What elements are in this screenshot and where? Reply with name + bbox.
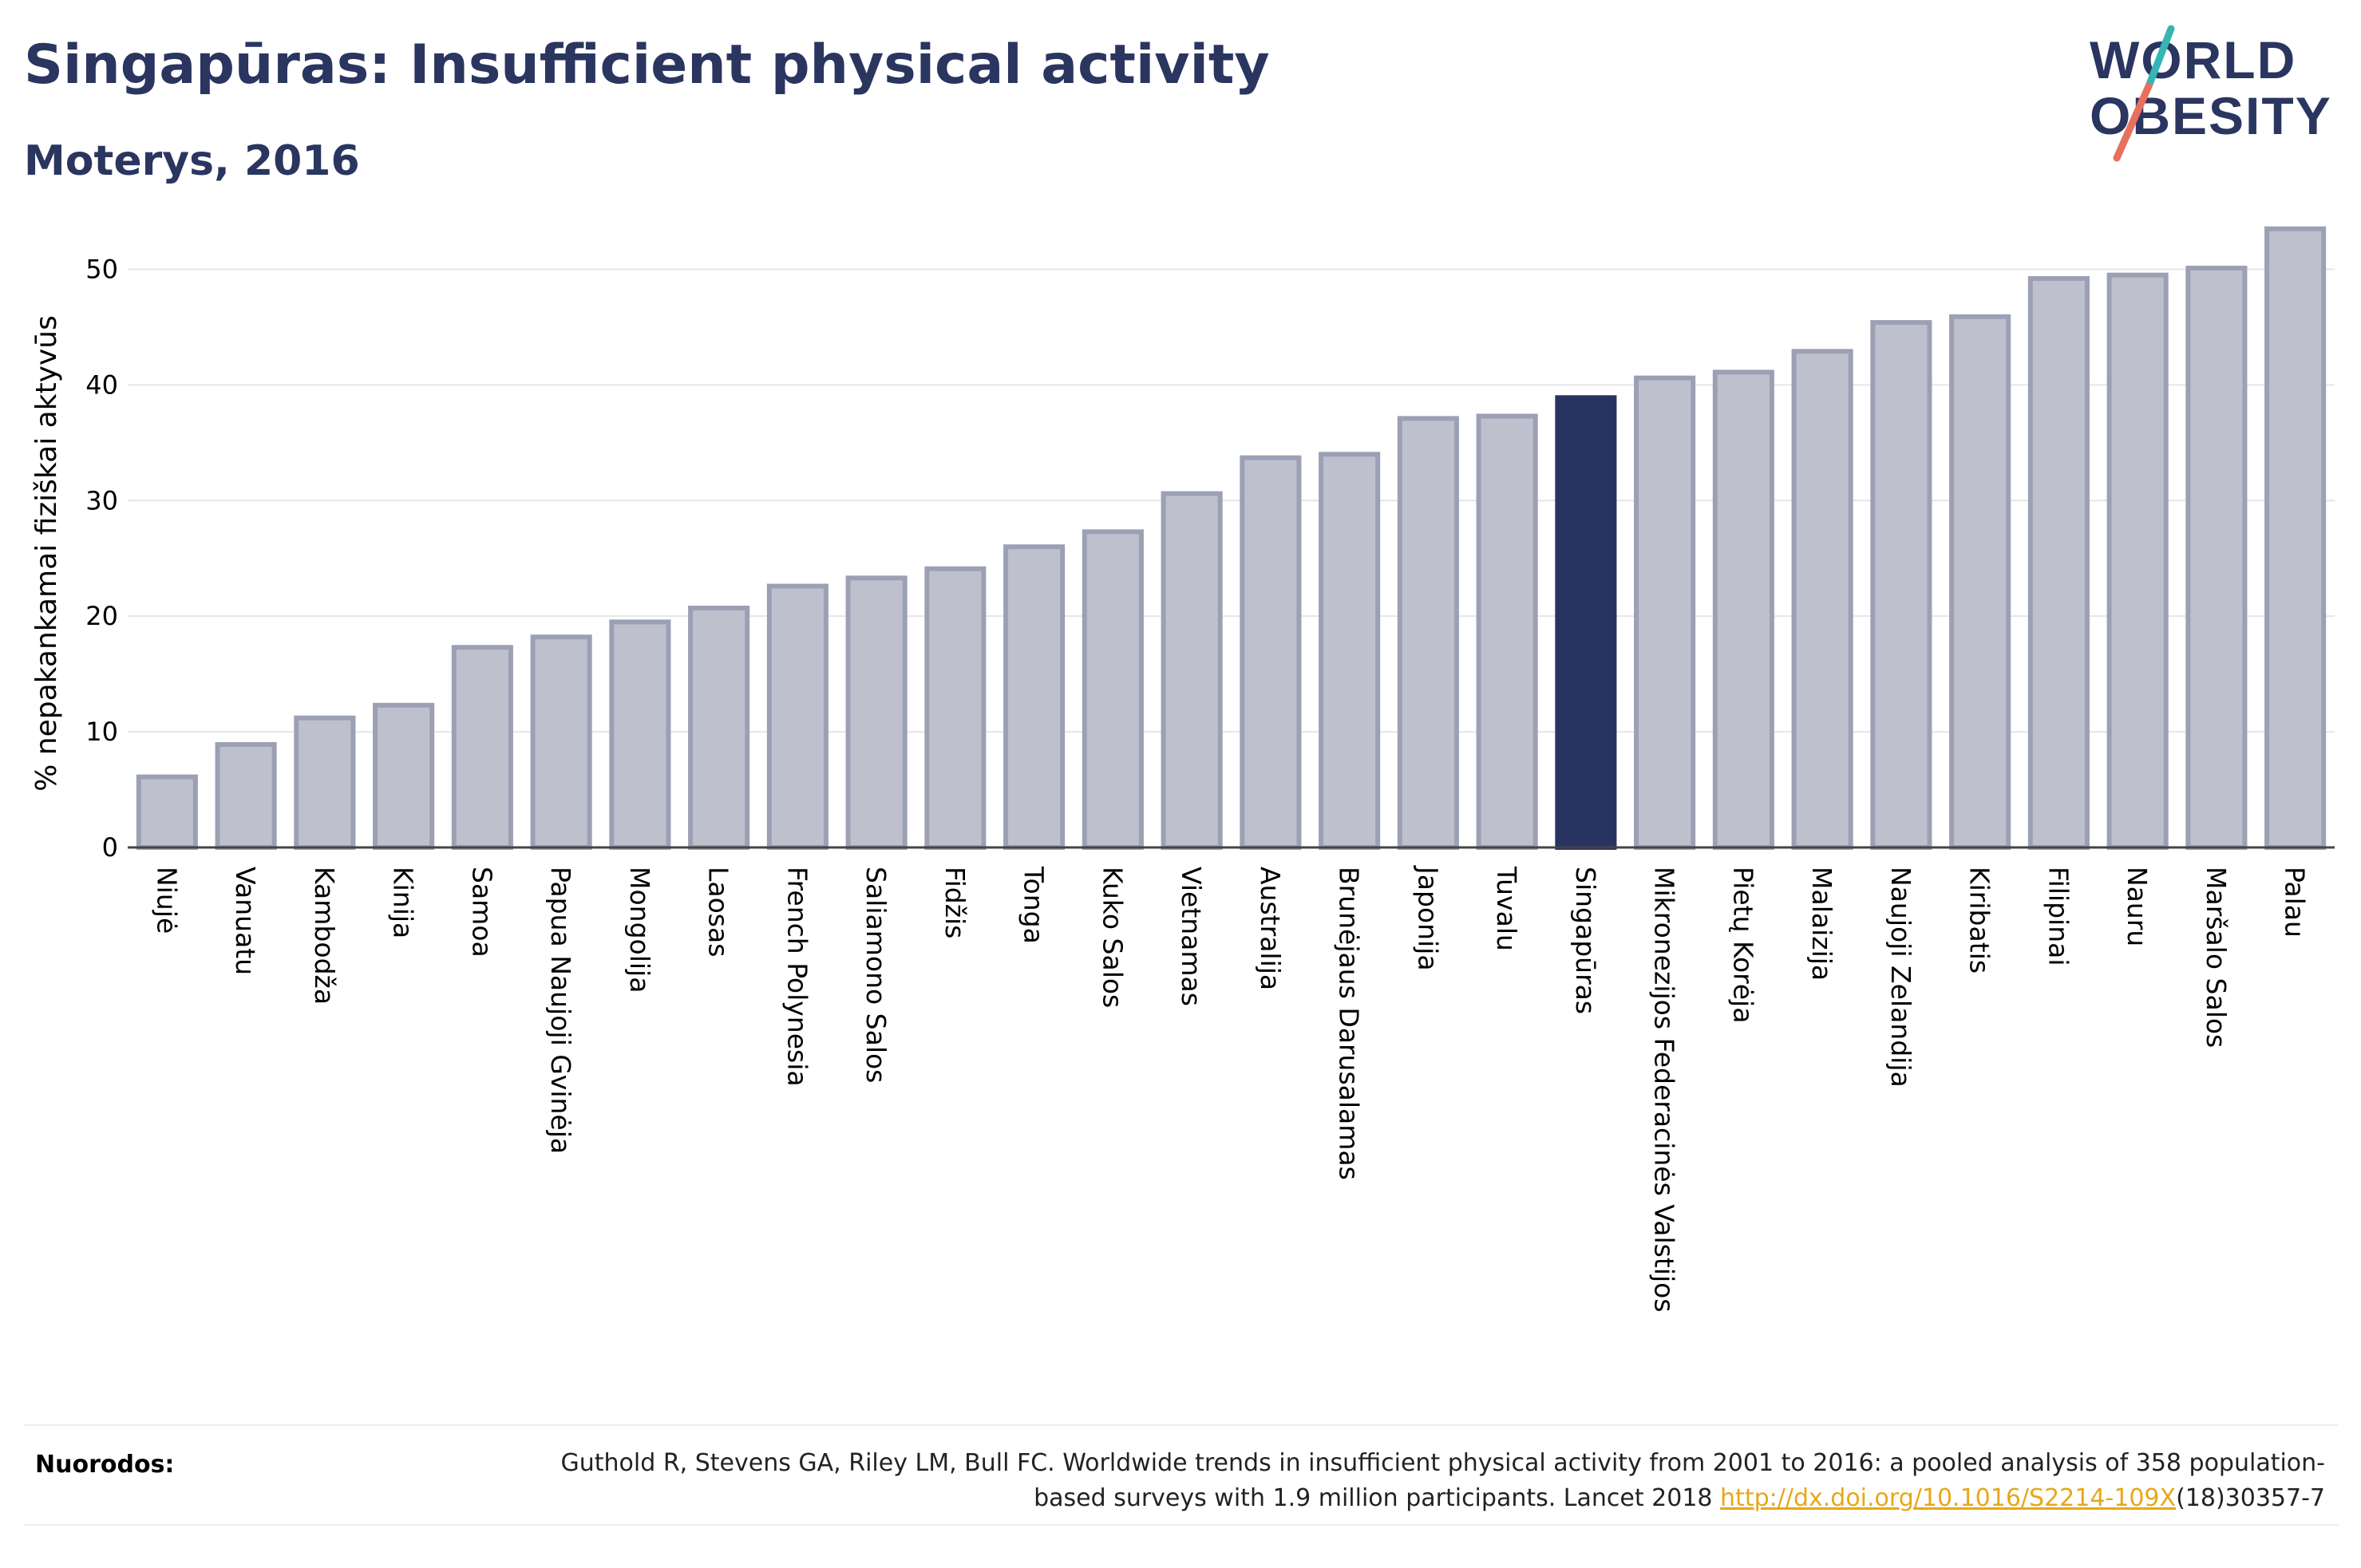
- bar: [215, 742, 277, 850]
- bar: [1555, 395, 1617, 850]
- bar: [1712, 369, 1774, 850]
- citation-text: Guthold R, Stevens GA, Riley LM, Bull FC…: [560, 1449, 2325, 1512]
- y-tick-label: 40: [85, 369, 118, 400]
- bar: [1161, 491, 1223, 850]
- footer-divider-top: [24, 1424, 2339, 1426]
- x-tick-label: Saliamono Salos: [860, 867, 892, 1083]
- bar-chart: 0 10 20 30 40 50 % nepakankamai fiziškai aktyv…: [30, 226, 2335, 1313]
- bar: [1791, 349, 1853, 850]
- x-tick-label: Japonija: [1412, 865, 1443, 971]
- x-tick-label: Papua Naujoji Gvinėja: [545, 867, 576, 1154]
- bar: [2264, 226, 2327, 850]
- footer-divider-bottom: [24, 1524, 2339, 1526]
- x-tick-label: Niujė: [151, 867, 182, 934]
- bar: [136, 774, 198, 851]
- x-tick-label: Mikronezijos Federacinės Valstijos: [1649, 867, 1680, 1313]
- x-tick-label: Kambodža: [309, 867, 340, 1005]
- x-tick-label: Pietų Korėja: [1727, 867, 1758, 1023]
- bar: [1240, 455, 1302, 850]
- references-label: Nuorodos:: [35, 1451, 175, 1479]
- bar: [373, 702, 435, 851]
- y-tick-label: 0: [102, 832, 118, 863]
- citation-link[interactable]: http://dx.doi.org/10.1016/S2214-109X: [1720, 1484, 2177, 1512]
- bar: [688, 606, 750, 851]
- bar: [1003, 544, 1066, 851]
- x-tick-label: Brunėjaus Darusalamas: [1334, 867, 1365, 1180]
- y-tick-label: 50: [85, 254, 118, 284]
- bar: [1870, 320, 1932, 850]
- logo-slash-coral: [2113, 82, 2153, 162]
- logo-line1: WORLD: [2090, 30, 2296, 89]
- bar: [1476, 413, 1538, 850]
- references-citation: Guthold R, Stevens GA, Riley LM, Bull FC…: [489, 1446, 2325, 1516]
- x-tick-label: Tonga: [1018, 866, 1050, 944]
- x-tick-label: Mongolija: [624, 867, 655, 993]
- x-tick-label: Naujoji Zelandija: [1885, 867, 1916, 1088]
- chart-title: Singapūras: Insufficient physical activi…: [24, 34, 1270, 97]
- y-tick-label: 20: [85, 601, 118, 631]
- x-tick-label: Malaizija: [1806, 867, 1837, 981]
- y-axis-label: % nepakankamai fiziškai aktyvūs: [30, 315, 63, 792]
- bar: [845, 575, 908, 850]
- x-tick-label: Fidžis: [939, 867, 971, 938]
- bar: [1319, 452, 1381, 850]
- citation-suffix: (18)30357-7: [2176, 1484, 2325, 1512]
- bar: [609, 619, 671, 850]
- x-tick-label: Nauru: [2122, 867, 2153, 946]
- x-tick-label: Singapūras: [1570, 867, 1601, 1014]
- x-tick-label: Vietnamas: [1176, 867, 1207, 1006]
- bar: [530, 634, 592, 850]
- logo-slash-teal: [2145, 25, 2175, 90]
- bar: [1397, 416, 1459, 850]
- x-tick-label: Tuvalu: [1491, 866, 1522, 951]
- bar: [766, 583, 829, 850]
- x-tick-label: Australija: [1255, 867, 1286, 990]
- x-tick-label: Samoa: [466, 867, 497, 958]
- y-tick-label: 10: [85, 717, 118, 747]
- x-tick-label: Laosas: [703, 867, 734, 957]
- bar: [451, 645, 513, 850]
- bar: [1949, 314, 2011, 851]
- chart-subtitle: Moterys, 2016: [24, 137, 360, 185]
- bar: [2106, 272, 2169, 850]
- x-tick-label: French Polynesia: [781, 867, 813, 1087]
- x-tick-label: Vanuatu: [230, 867, 261, 975]
- bar: [2027, 276, 2090, 850]
- x-tick-label: Maršalo Salos: [2201, 867, 2232, 1048]
- bar: [1082, 529, 1144, 850]
- bar: [2185, 266, 2248, 851]
- x-tick-label: Palau: [2280, 867, 2311, 938]
- bar: [1634, 375, 1696, 851]
- x-tick-label: Kinija: [388, 867, 419, 938]
- x-tick-label: Filipinai: [2043, 867, 2074, 966]
- bar: [924, 566, 987, 850]
- bar: [294, 715, 356, 851]
- x-tick-label: Kiribatis: [1964, 867, 1995, 974]
- x-tick-label: Kuko Salos: [1097, 867, 1128, 1008]
- y-tick-label: 30: [85, 485, 118, 515]
- world-obesity-logo: WORLD OBESITY: [2090, 25, 2331, 162]
